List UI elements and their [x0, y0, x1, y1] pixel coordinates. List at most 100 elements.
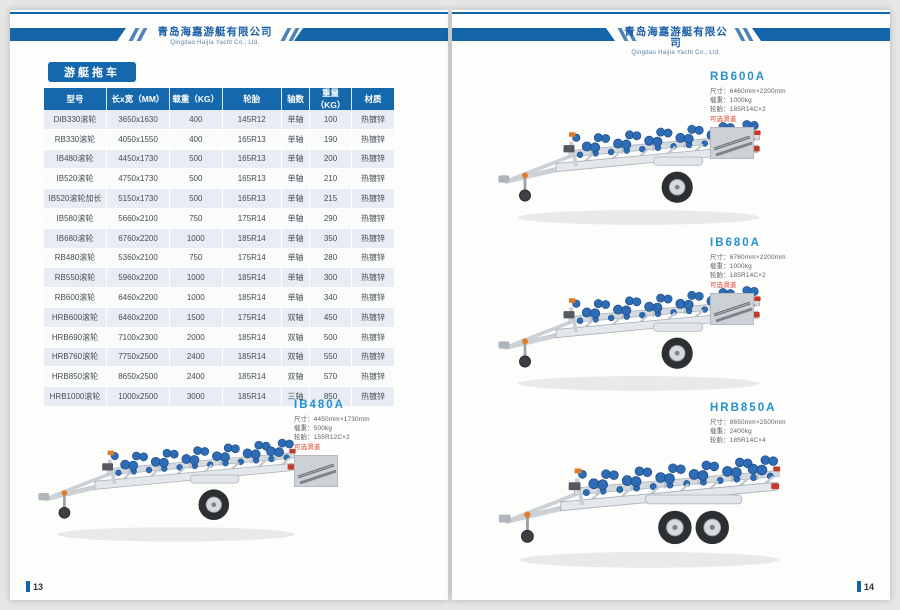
table-cell: 热镀锌	[361, 174, 385, 184]
table-row: IB520滚轮 4750x1730 500 165R13 单轴 210 热镀锌	[44, 169, 394, 190]
table-cell: 热镀锌	[361, 312, 385, 322]
table-cell: 5660x2100	[107, 208, 170, 228]
column-header: 轮胎	[223, 88, 282, 110]
table-cell: 单轴	[282, 110, 310, 129]
product-spec-load: 载重：500kg	[294, 424, 333, 432]
product-spec-size: 尺寸：6760mm×2200mm	[710, 253, 786, 261]
product-model: IB480A	[294, 399, 345, 411]
product-option-note: 可选滑道	[294, 443, 321, 451]
table-cell: 1000	[170, 268, 223, 288]
table-row: HRB850滚轮 8650x2500 2400 185R14 双轴 570 热镀锌	[44, 367, 394, 388]
company-name-cn: 青岛海嘉游艇有限公司	[157, 26, 273, 38]
table-cell: 850	[310, 387, 352, 406]
page-header-banner: 青岛海嘉游艇有限公司 Qingdao Haijia Yacht Co., Ltd…	[452, 27, 890, 56]
table-cell: RB330滚轮	[44, 129, 107, 149]
table-cell: 500	[170, 169, 223, 189]
table-cell: 4050x1550	[107, 129, 170, 149]
section-title-chip: 游艇拖车	[48, 62, 136, 82]
table-cell: 7750x2500	[107, 347, 170, 367]
table-cell: 5150x1730	[107, 189, 170, 208]
table-cell: 单轴	[282, 268, 310, 288]
table-cell: 4750x1730	[107, 169, 170, 189]
table-cell: HRB850滚轮	[44, 367, 107, 387]
product-spec-size: 尺寸：8650mm×2500mm	[710, 418, 786, 426]
catalog-page-left: 青岛海嘉游艇有限公司 Qingdao Haijia Yacht Co., Ltd…	[10, 10, 448, 600]
table-cell: 400	[170, 129, 223, 149]
table-cell: 185R14	[223, 268, 282, 288]
table-cell: 双轴	[282, 307, 310, 327]
table-cell: 5360x2100	[107, 248, 170, 268]
product-option-note: 可选滑道	[710, 281, 737, 289]
table-cell: HRB760滚轮	[44, 347, 107, 367]
column-header: 重量（KG）	[310, 88, 352, 110]
trailer-illustration-hrb850a	[498, 455, 781, 568]
table-cell: 单轴	[282, 129, 310, 149]
spec-table-body: DIB330滚轮 3650x1630 400 145R12 单轴 100 热镀锌 RB330滚…	[44, 110, 394, 407]
table-cell: 185R14	[223, 367, 282, 387]
table-cell: 热镀锌	[361, 253, 385, 263]
page-number-left: 13	[26, 581, 43, 592]
table-cell: 750	[170, 248, 223, 268]
company-header: 青岛海嘉游艇有限公司 Qingdao Haijia Yacht Co., Ltd…	[150, 27, 280, 46]
table-cell: 165R13	[223, 189, 282, 208]
table-cell: 185R14	[223, 387, 282, 406]
table-cell: 2400	[170, 367, 223, 387]
table-row: IB520滚轮加长 5150x1730 500 165R13 单轴 215 热镀锌	[44, 189, 394, 209]
column-header: 载重（KG）	[170, 88, 223, 110]
product-spec-size: 尺寸：6460mm×2200mm	[710, 87, 786, 95]
table-cell: 290	[310, 208, 352, 228]
table-cell: 750	[170, 208, 223, 228]
product-spec-load: 载重：2400kg	[710, 427, 752, 435]
table-row: RB550滚轮 5960x2200 1000 185R14 单轴 300 热镀锌	[44, 268, 394, 289]
table-cell: 145R12	[223, 110, 282, 129]
product-option-note: 可选滑道	[710, 115, 737, 123]
table-cell: 3000	[170, 387, 223, 406]
table-cell: 6460x2200	[107, 288, 170, 307]
table-row: HRB1000滚轮 1000x2500 3000 185R14 三轴 850 热镀锌	[44, 387, 394, 407]
table-row: HRB760滚轮 7750x2500 2400 185R14 双轴 550 热镀锌	[44, 347, 394, 368]
table-cell: 单轴	[282, 248, 310, 268]
table-cell: 200	[310, 149, 352, 169]
product-info-ib680a: IB680A 尺寸：6760mm×2200mm 载重：1000kg 轮胎：185…	[710, 237, 835, 326]
table-cell: 215	[310, 189, 352, 208]
bunk-option-photo	[710, 293, 754, 326]
table-cell: 100	[310, 110, 352, 129]
product-info-ib480a: IB480A 尺寸：4450mm×1730mm 载重：500kg 轮胎：155R…	[294, 399, 412, 488]
table-cell: 2000	[170, 327, 223, 347]
table-cell: 450	[310, 307, 352, 327]
table-cell: 185R14	[223, 288, 282, 307]
table-cell: 双轴	[282, 367, 310, 387]
table-cell: 热镀锌	[361, 194, 385, 204]
table-cell: 500	[170, 149, 223, 169]
table-cell: 340	[310, 288, 352, 307]
table-row: RB330滚轮 4050x1550 400 165R13 单轴 190 热镀锌	[44, 129, 394, 150]
page-number-right: 14	[856, 581, 874, 592]
page-number-text: 14	[863, 581, 874, 592]
product-spec-tire: 轮胎：185R14C×2	[710, 106, 766, 114]
spec-table: 型号 长x宽（MM） 载重（KG） 轮胎 轴数 重量（KG） 材质 DIB330…	[44, 88, 394, 407]
table-cell: 热镀锌	[361, 293, 385, 303]
table-cell: 单轴	[282, 169, 310, 189]
table-cell: 8650x2500	[107, 367, 170, 387]
table-cell: 550	[310, 347, 352, 367]
table-cell: 1000	[170, 288, 223, 307]
table-cell: 175R14	[223, 208, 282, 228]
company-name-cn: 青岛海嘉游艇有限公司	[624, 26, 728, 49]
table-cell: 单轴	[282, 149, 310, 169]
product-info-rb600a: RB600A 尺寸：6460mm×2200mm 载重：1000kg 轮胎：185…	[710, 71, 835, 160]
banner-bar	[294, 28, 448, 41]
table-cell: 5960x2200	[107, 268, 170, 288]
company-header: 青岛海嘉游艇有限公司 Qingdao Haijia Yacht Co., Ltd…	[621, 27, 731, 56]
company-name-en: Qingdao Haijia Yacht Co., Ltd.	[631, 50, 721, 56]
table-cell: IB520滚轮	[44, 169, 107, 189]
table-cell: IB580滚轮	[44, 208, 107, 228]
table-cell: RB550滚轮	[44, 268, 107, 288]
column-header: 型号	[44, 88, 107, 110]
table-cell: 热镀锌	[361, 372, 385, 382]
table-cell: 单轴	[282, 228, 310, 248]
table-cell: 500	[170, 189, 223, 208]
table-cell: 185R14	[223, 228, 282, 248]
table-cell: 280	[310, 248, 352, 268]
page-header-banner: 青岛海嘉游艇有限公司 Qingdao Haijia Yacht Co., Ltd…	[10, 27, 448, 46]
spec-table-header: 型号 长x宽（MM） 载重（KG） 轮胎 轴数 重量（KG） 材质	[44, 88, 394, 110]
